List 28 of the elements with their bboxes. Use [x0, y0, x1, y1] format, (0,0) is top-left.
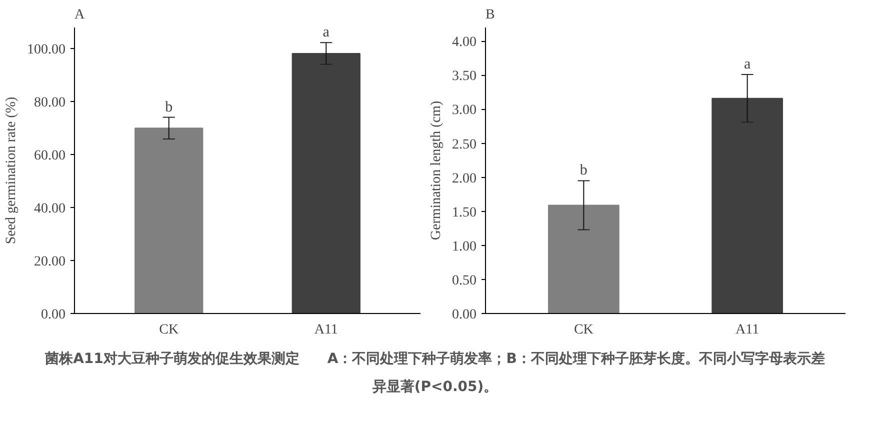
text: 菌株A11对大豆种子萌发的促生效果测定 A：不同处理下种子萌发率；B：不同处理下种子胚芽长度。不同小写字母表示差异显著(P<0.05)。 — [45, 350, 825, 397]
y-tick-label: 3.50 — [452, 69, 476, 84]
x-tick-label: A11 — [314, 322, 338, 338]
annotation: a — [322, 24, 330, 41]
y-tick-label: 2.50 — [452, 137, 476, 152]
y-tick-label: 3.00 — [452, 103, 476, 118]
y-tick-label: 0.00 — [41, 308, 66, 322]
y-tick-label: 1.00 — [452, 239, 476, 254]
y-tick-label: 100.00 — [27, 42, 66, 58]
annotation: b — [165, 99, 173, 116]
y-tick-label: 2.00 — [452, 171, 476, 186]
y-tick-label: 0.00 — [452, 308, 476, 322]
y-axis-title: Germination length (cm) — [429, 100, 444, 240]
chart-title: B — [486, 8, 495, 22]
y-axis-title: Seed germination rate (%) — [4, 96, 19, 244]
x-tick-label: A11 — [736, 322, 760, 338]
y-tick-label: 80.00 — [34, 96, 66, 111]
x-tick-label: CK — [159, 322, 179, 338]
y-tick-label: 0.50 — [452, 273, 476, 288]
y-tick-label: 4.00 — [452, 35, 476, 50]
annotation: a — [744, 56, 751, 72]
y-tick-label: 1.50 — [452, 205, 476, 220]
x-tick-label: CK — [574, 322, 594, 338]
y-tick-label: 20.00 — [34, 254, 66, 270]
y-tick-label: 40.00 — [34, 202, 66, 217]
y-tick-label: 60.00 — [34, 148, 66, 164]
annotation: b — [580, 162, 588, 179]
chart-title: A — [74, 8, 86, 22]
